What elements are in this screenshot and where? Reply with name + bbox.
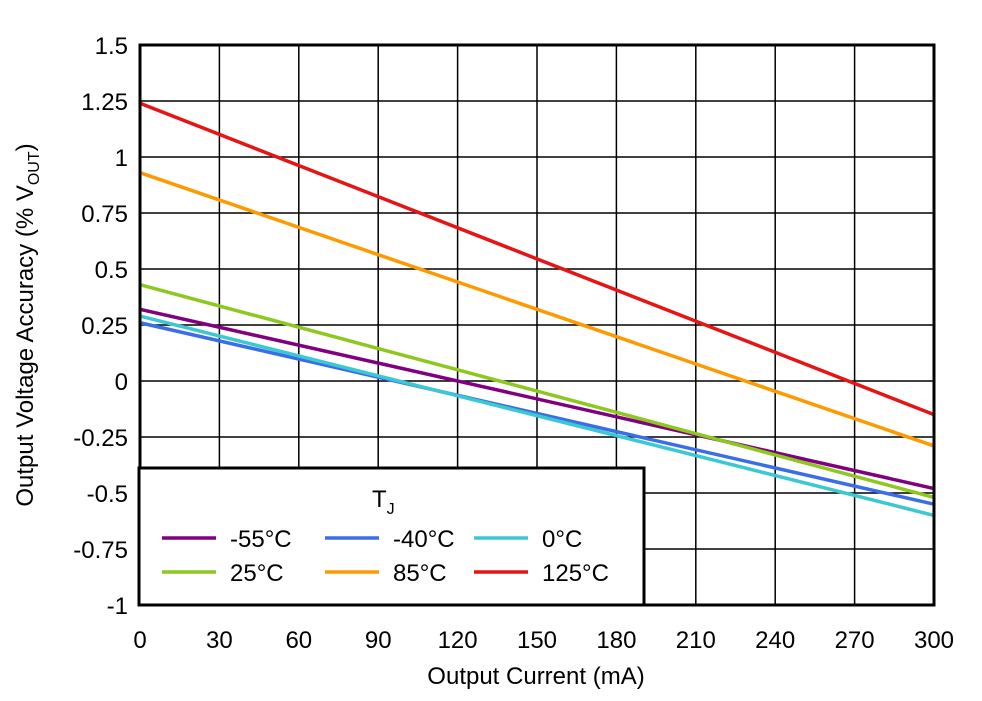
y-tick-label-7: -0.25 (73, 425, 128, 452)
series-line-3 (139, 282, 935, 500)
y-tick-labels: 1.5 1.25 1 0.75 0.5 0.25 0 -0.25 -0.5 -0.75 -1 (73, 33, 128, 620)
legend-label-2: 0°C (542, 526, 582, 553)
x-tick-label-9: 270 (835, 627, 875, 654)
legend-title-subscript: J (387, 501, 395, 518)
series-line-4 (139, 171, 935, 448)
series-line-0 (139, 307, 935, 491)
x-tick-label-1: 30 (206, 627, 233, 654)
x-tick-label-10: 300 (914, 627, 954, 654)
legend-items: -55°C -40°C 0°C 25°C 85°C 125°C (162, 526, 609, 587)
x-tick-label-7: 210 (676, 627, 716, 654)
legend-box (137, 466, 646, 607)
x-tick-label-4: 120 (438, 627, 478, 654)
x-tick-label-6: 180 (596, 627, 636, 654)
y-tick-label-8: -0.5 (87, 481, 128, 508)
x-tick-label-3: 90 (365, 627, 392, 654)
y-tick-label-5: 0.25 (81, 313, 128, 340)
series-line-2 (139, 314, 935, 518)
legend-label-1: -40°C (393, 526, 455, 553)
y-axis-title-subscript: OUT (26, 151, 43, 185)
legend-label-3: 25°C (230, 560, 284, 587)
y-axis-title: Output Voltage Accuracy (% VOUT) (12, 143, 43, 506)
y-tick-label-10: -1 (107, 593, 128, 620)
y-tick-label-2: 1 (115, 145, 128, 172)
series-line-1 (139, 321, 935, 506)
y-tick-label-0: 1.5 (95, 33, 128, 60)
legend-title-main: T (372, 486, 387, 513)
y-tick-label-6: 0 (115, 369, 128, 396)
x-tick-label-5: 150 (517, 627, 557, 654)
x-tick-labels: 0 30 60 90 120 150 180 210 240 270 300 (133, 627, 954, 654)
x-axis-title: Output Current (mA) (427, 663, 644, 690)
y-axis-title-suffix: ) (12, 143, 39, 151)
y-tick-label-3: 0.75 (81, 201, 128, 228)
series-layer (139, 101, 935, 518)
legend-label-5: 125°C (542, 560, 609, 587)
legend-title: TJ (372, 486, 395, 518)
y-tick-label-4: 0.5 (95, 257, 128, 284)
legend-label-4: 85°C (393, 560, 447, 587)
legend: TJ -55°C -40°C 0°C 25°C 85°C 125°C (137, 466, 646, 607)
legend-label-0: -55°C (230, 526, 292, 553)
y-axis-title-main: Output Voltage Accuracy (% V (12, 185, 39, 507)
y-tick-label-1: 1.25 (81, 89, 128, 116)
x-tick-label-0: 0 (133, 627, 146, 654)
x-tick-label-8: 240 (755, 627, 795, 654)
series-line-5 (139, 101, 935, 417)
x-tick-label-2: 60 (285, 627, 312, 654)
y-tick-label-9: -0.75 (73, 537, 128, 564)
